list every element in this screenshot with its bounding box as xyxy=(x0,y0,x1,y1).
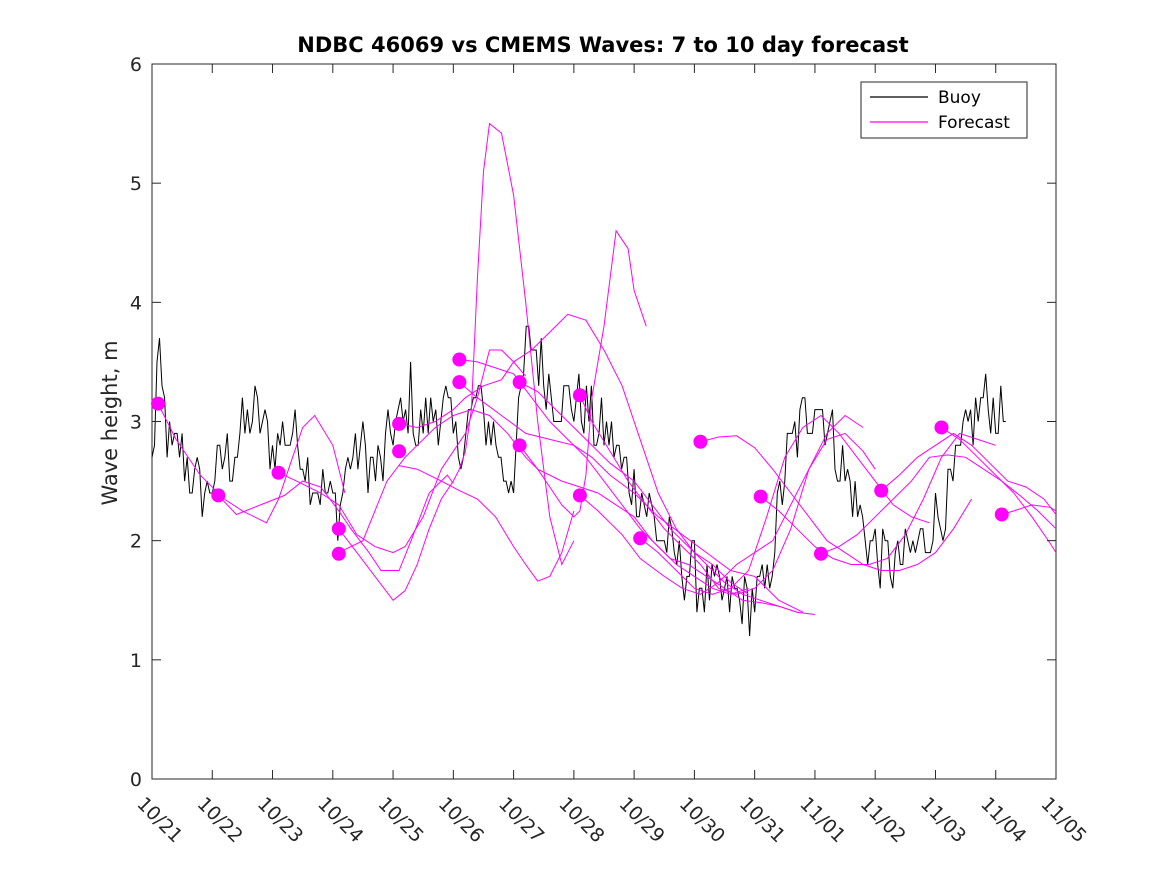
forecast-marker xyxy=(151,396,166,411)
forecast-marker xyxy=(331,546,346,561)
forecast-marker xyxy=(753,489,768,504)
forecast-line-15 xyxy=(700,435,973,571)
y-axis: 0 1 2 3 4 5 6 xyxy=(130,54,1056,791)
y-axis-label: Wave height, m xyxy=(98,340,122,505)
forecast-marker xyxy=(211,488,226,503)
forecast-marker xyxy=(512,375,527,390)
y-tick-label: 0 xyxy=(130,769,142,791)
forecast-line-17 xyxy=(820,454,1057,555)
forecast-line-3 xyxy=(278,349,527,554)
y-tick-label: 4 xyxy=(130,292,142,314)
forecast-marker xyxy=(512,438,527,453)
y-tick-label: 2 xyxy=(130,531,142,553)
legend-box xyxy=(860,81,1028,139)
forecast-line-9 xyxy=(459,381,804,613)
forecast-marker xyxy=(392,416,407,431)
forecast-marker xyxy=(271,465,286,480)
forecast-line-8 xyxy=(459,359,749,595)
forecast-marker xyxy=(994,507,1009,522)
forecast-line-4 xyxy=(338,122,575,602)
forecast-line-6 xyxy=(399,465,575,582)
y-tick-label: 1 xyxy=(130,650,142,672)
y-tick-label: 5 xyxy=(130,173,142,195)
forecast-marker xyxy=(452,375,467,390)
plot-frame xyxy=(151,63,1057,780)
legend-forecast-label: Forecast xyxy=(938,113,1010,133)
buoy-line xyxy=(151,325,1006,637)
forecast-marker xyxy=(934,420,949,435)
forecast-marker xyxy=(813,546,828,561)
forecast-marker xyxy=(572,488,587,503)
forecast-line-2 xyxy=(217,474,454,571)
y-tick-label: 3 xyxy=(130,412,142,434)
legend: Buoy Forecast xyxy=(860,81,1028,139)
forecast-marker xyxy=(874,483,889,498)
forecast-marker xyxy=(572,388,587,403)
forecast-line-19 xyxy=(941,427,1057,553)
forecast-line-12 xyxy=(579,395,864,595)
chart-title: NDBC 46069 vs CMEMS Waves: 7 to 10 day f… xyxy=(297,33,908,57)
forecast-line-11 xyxy=(519,444,815,615)
forecast-line-20 xyxy=(1001,504,1057,515)
legend-buoy-label: Buoy xyxy=(938,88,981,108)
y-tick-label: 6 xyxy=(130,54,142,76)
forecast-marker xyxy=(452,352,467,367)
forecast-marker xyxy=(693,434,708,449)
forecast-line-1 xyxy=(157,403,346,524)
forecast-marker xyxy=(633,531,648,546)
forecast-line-7 xyxy=(399,313,749,595)
forecast-series-group xyxy=(157,122,1057,615)
forecast-line-13 xyxy=(579,432,876,595)
buoy-series xyxy=(151,325,1006,637)
forecast-line-10 xyxy=(519,381,798,613)
forecast-marker xyxy=(392,444,407,459)
forecast-marker xyxy=(331,521,346,536)
forecast-line-18 xyxy=(880,432,1057,515)
forecast-markers xyxy=(151,352,1009,561)
